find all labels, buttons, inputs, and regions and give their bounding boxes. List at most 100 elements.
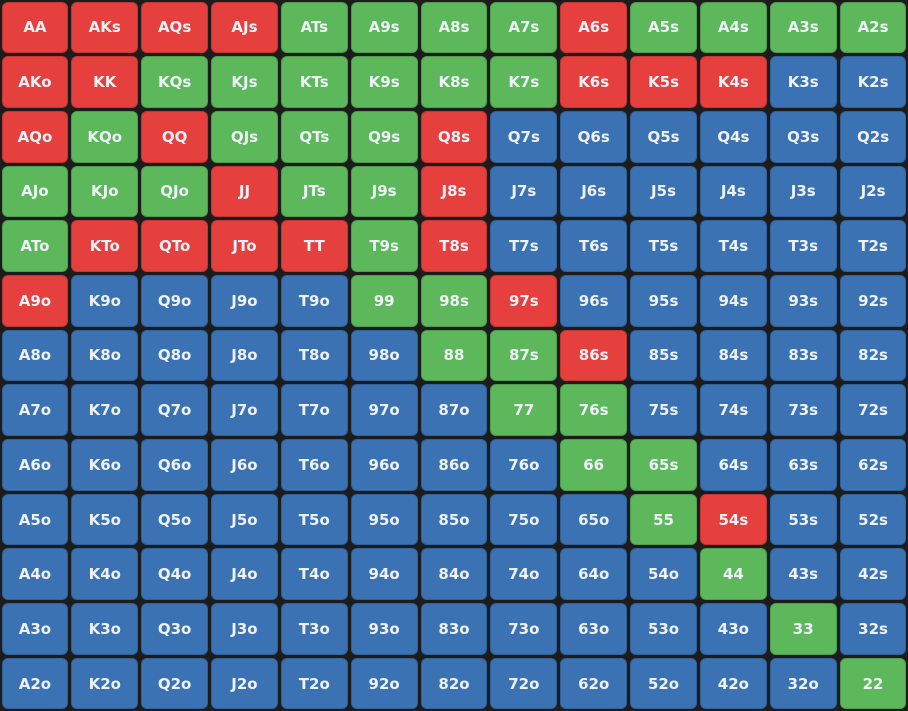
hand-cell: Q9o bbox=[141, 274, 209, 327]
hand-cell: Q7o bbox=[141, 384, 209, 437]
hand-cell: J7o bbox=[211, 384, 278, 437]
hand-cell: J3o bbox=[211, 603, 278, 655]
hand-cell: KJo bbox=[71, 165, 139, 218]
hand-cell: T5s bbox=[630, 220, 697, 272]
hand-cell: 43s bbox=[769, 548, 837, 601]
hand-cell: 74o bbox=[490, 548, 558, 601]
hand-cell: ATs bbox=[280, 1, 348, 54]
hand-cell: K9s bbox=[350, 56, 418, 108]
hand-cell: T6s bbox=[560, 220, 628, 272]
hand-cell: J4o bbox=[211, 548, 278, 601]
hand-cell: 65o bbox=[560, 493, 628, 546]
hand-cell: A7o bbox=[1, 384, 69, 437]
hand-cell: 98o bbox=[350, 329, 418, 382]
hand-cell: T2s bbox=[839, 220, 907, 272]
hand-cell: 92o bbox=[350, 657, 418, 710]
hand-cell: 72s bbox=[839, 384, 907, 437]
hand-cell: 87o bbox=[420, 384, 488, 437]
hand-cell: TT bbox=[280, 220, 348, 272]
hand-cell: 88 bbox=[420, 329, 488, 382]
hand-cell: 86o bbox=[420, 439, 488, 491]
hand-cell: 85s bbox=[630, 329, 697, 382]
hand-cell: 85o bbox=[420, 493, 488, 546]
hand-cell: 62o bbox=[560, 657, 628, 710]
hand-cell: T7s bbox=[490, 220, 558, 272]
hand-cell: 52o bbox=[630, 657, 697, 710]
hand-cell: Q9s bbox=[350, 110, 418, 163]
hand-cell: Q2s bbox=[839, 110, 907, 163]
hand-cell: K6s bbox=[560, 56, 628, 108]
hand-cell: A9s bbox=[350, 1, 418, 54]
hand-cell: K4o bbox=[71, 548, 139, 601]
hand-cell: T5o bbox=[280, 493, 348, 546]
hand-cell: 87s bbox=[490, 329, 558, 382]
hand-cell: J4s bbox=[699, 165, 767, 218]
hand-cell: 99 bbox=[350, 274, 418, 327]
hand-cell: 52s bbox=[839, 493, 907, 546]
hand-cell: 86s bbox=[560, 329, 628, 382]
hand-cell: J6s bbox=[560, 165, 628, 218]
hand-cell: 77 bbox=[490, 384, 558, 437]
hand-cell: 32o bbox=[769, 657, 837, 710]
hand-cell: 98s bbox=[420, 274, 488, 327]
hand-cell: K5s bbox=[630, 56, 697, 108]
hand-cell: 95o bbox=[350, 493, 418, 546]
hand-cell: 73o bbox=[490, 603, 558, 655]
hand-cell: 83s bbox=[769, 329, 837, 382]
hand-cell: AQs bbox=[141, 1, 209, 54]
hand-cell: KK bbox=[71, 56, 139, 108]
hand-cell: AJs bbox=[211, 1, 278, 54]
hand-cell: J2s bbox=[839, 165, 907, 218]
hand-cell: 97o bbox=[350, 384, 418, 437]
hand-cell: J7s bbox=[490, 165, 558, 218]
hand-cell: QQ bbox=[141, 110, 209, 163]
hand-cell: 63o bbox=[560, 603, 628, 655]
hand-cell: K8o bbox=[71, 329, 139, 382]
hand-cell: 93o bbox=[350, 603, 418, 655]
hand-cell: 84o bbox=[420, 548, 488, 601]
hand-cell: 44 bbox=[699, 548, 767, 601]
hand-cell: AKo bbox=[1, 56, 69, 108]
hand-cell: 54s bbox=[699, 493, 767, 546]
hand-cell: T6o bbox=[280, 439, 348, 491]
hand-cell: 73s bbox=[769, 384, 837, 437]
hand-cell: A3s bbox=[769, 1, 837, 54]
hand-cell: QJs bbox=[211, 110, 278, 163]
hand-cell: 54o bbox=[630, 548, 697, 601]
hand-cell: K7o bbox=[71, 384, 139, 437]
hand-cell: K3s bbox=[769, 56, 837, 108]
hand-cell: A5o bbox=[1, 493, 69, 546]
hand-cell: Q4o bbox=[141, 548, 209, 601]
hand-cell: Q3o bbox=[141, 603, 209, 655]
hand-cell: 82s bbox=[839, 329, 907, 382]
hand-cell: JTo bbox=[211, 220, 278, 272]
hand-cell: 63s bbox=[769, 439, 837, 491]
hand-cell: AJo bbox=[1, 165, 69, 218]
hand-cell: A7s bbox=[490, 1, 558, 54]
hand-cell: A9o bbox=[1, 274, 69, 327]
hand-cell: 22 bbox=[839, 657, 907, 710]
hand-cell: 94s bbox=[699, 274, 767, 327]
hand-cell: KJs bbox=[211, 56, 278, 108]
hand-cell: T2o bbox=[280, 657, 348, 710]
hand-cell: Q5s bbox=[630, 110, 697, 163]
hand-cell: T9s bbox=[350, 220, 418, 272]
hand-cell: AQo bbox=[1, 110, 69, 163]
hand-cell: 43o bbox=[699, 603, 767, 655]
hand-cell: A6o bbox=[1, 439, 69, 491]
hand-cell: J2o bbox=[211, 657, 278, 710]
hand-cell: K9o bbox=[71, 274, 139, 327]
hand-cell: Q8o bbox=[141, 329, 209, 382]
hand-cell: 76o bbox=[490, 439, 558, 491]
hand-cell: KTo bbox=[71, 220, 139, 272]
hand-cell: 64o bbox=[560, 548, 628, 601]
hand-cell: KTs bbox=[280, 56, 348, 108]
hand-cell: 53o bbox=[630, 603, 697, 655]
hand-cell: K7s bbox=[490, 56, 558, 108]
hand-cell: 84s bbox=[699, 329, 767, 382]
hand-cell: 42s bbox=[839, 548, 907, 601]
hand-cell: 83o bbox=[420, 603, 488, 655]
hand-cell: 62s bbox=[839, 439, 907, 491]
hand-cell: 76s bbox=[560, 384, 628, 437]
